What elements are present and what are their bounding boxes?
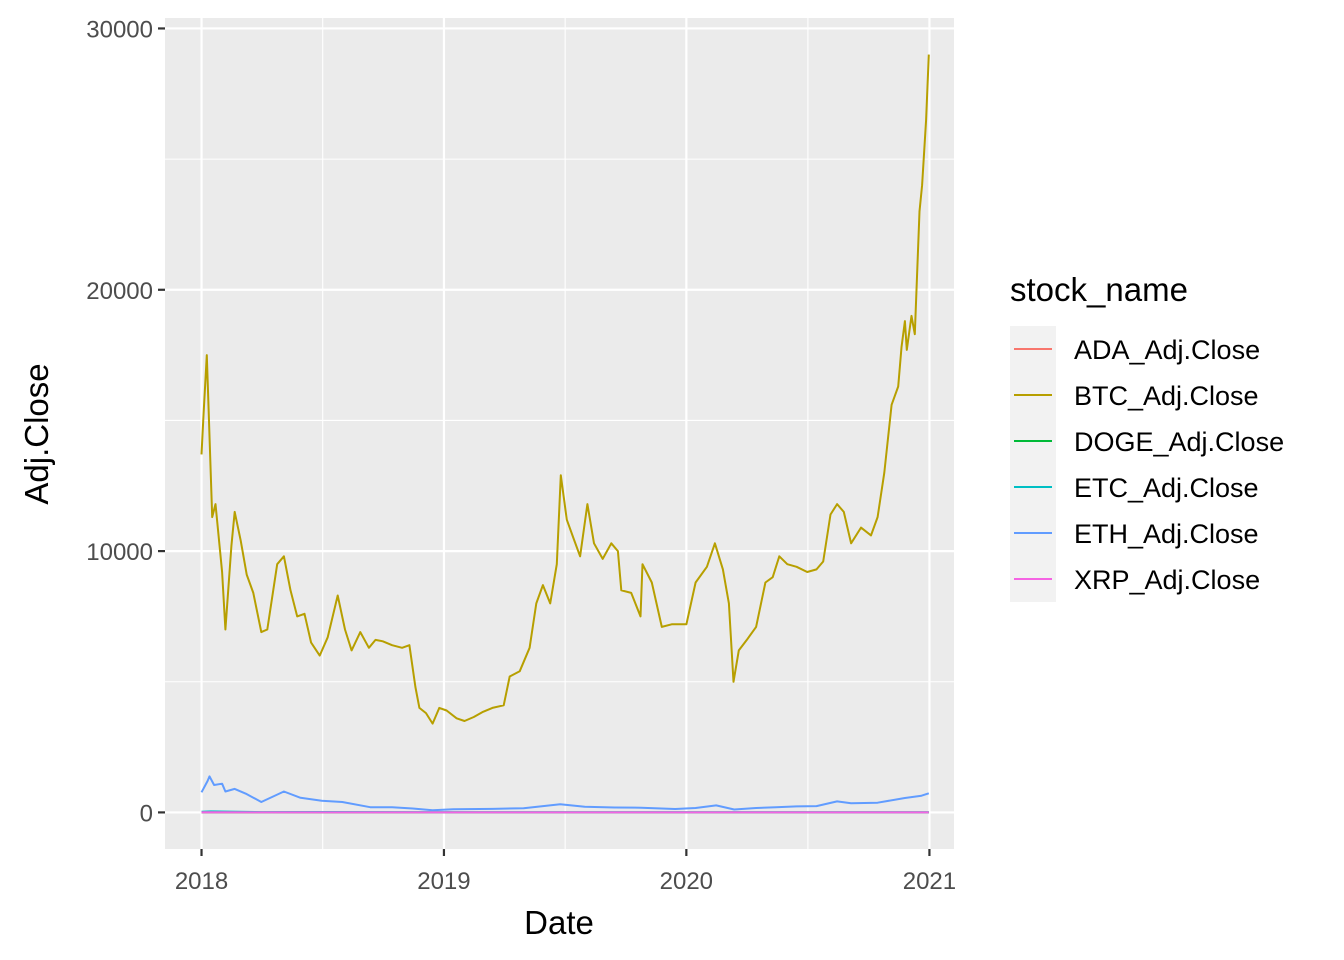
legend: stock_name ADA_Adj.Close BTC_Adj.Close DOG… — [1010, 271, 1284, 602]
legend-label: ETH_Adj.Close — [1074, 519, 1259, 549]
y-axis-title: Adj.Close — [18, 363, 55, 504]
x-tick-label: 2020 — [660, 868, 713, 895]
x-axis-title: Date — [524, 904, 594, 941]
series-line-eth-adj-close — [200, 775, 930, 812]
x-axis: 2018 2019 2020 2021 — [175, 849, 956, 895]
series-line-btc-adj-close — [200, 54, 930, 725]
y-tick-label: 10000 — [86, 539, 153, 566]
y-tick-label: 20000 — [86, 278, 153, 305]
legend-label: BTC_Adj.Close — [1074, 381, 1259, 411]
series-lines — [200, 54, 930, 814]
legend-items: ADA_Adj.Close BTC_Adj.Close DOGE_Adj.Close… — [1010, 326, 1284, 602]
x-tick-label: 2018 — [175, 868, 228, 895]
x-tick-label: 2019 — [417, 868, 470, 895]
legend-label: XRP_Adj.Close — [1074, 565, 1260, 595]
x-tick-label: 2021 — [903, 868, 956, 895]
legend-key-background — [1010, 326, 1056, 602]
y-tick-label: 0 — [140, 800, 153, 827]
plot-panel — [165, 18, 954, 849]
y-axis: 0 10000 20000 30000 — [86, 16, 165, 827]
legend-label: ADA_Adj.Close — [1074, 335, 1260, 365]
minor-gridlines — [165, 18, 954, 849]
legend-title: stock_name — [1010, 271, 1188, 308]
y-tick-label: 30000 — [86, 16, 153, 43]
legend-label: ETC_Adj.Close — [1074, 473, 1259, 503]
legend-label: DOGE_Adj.Close — [1074, 427, 1284, 457]
